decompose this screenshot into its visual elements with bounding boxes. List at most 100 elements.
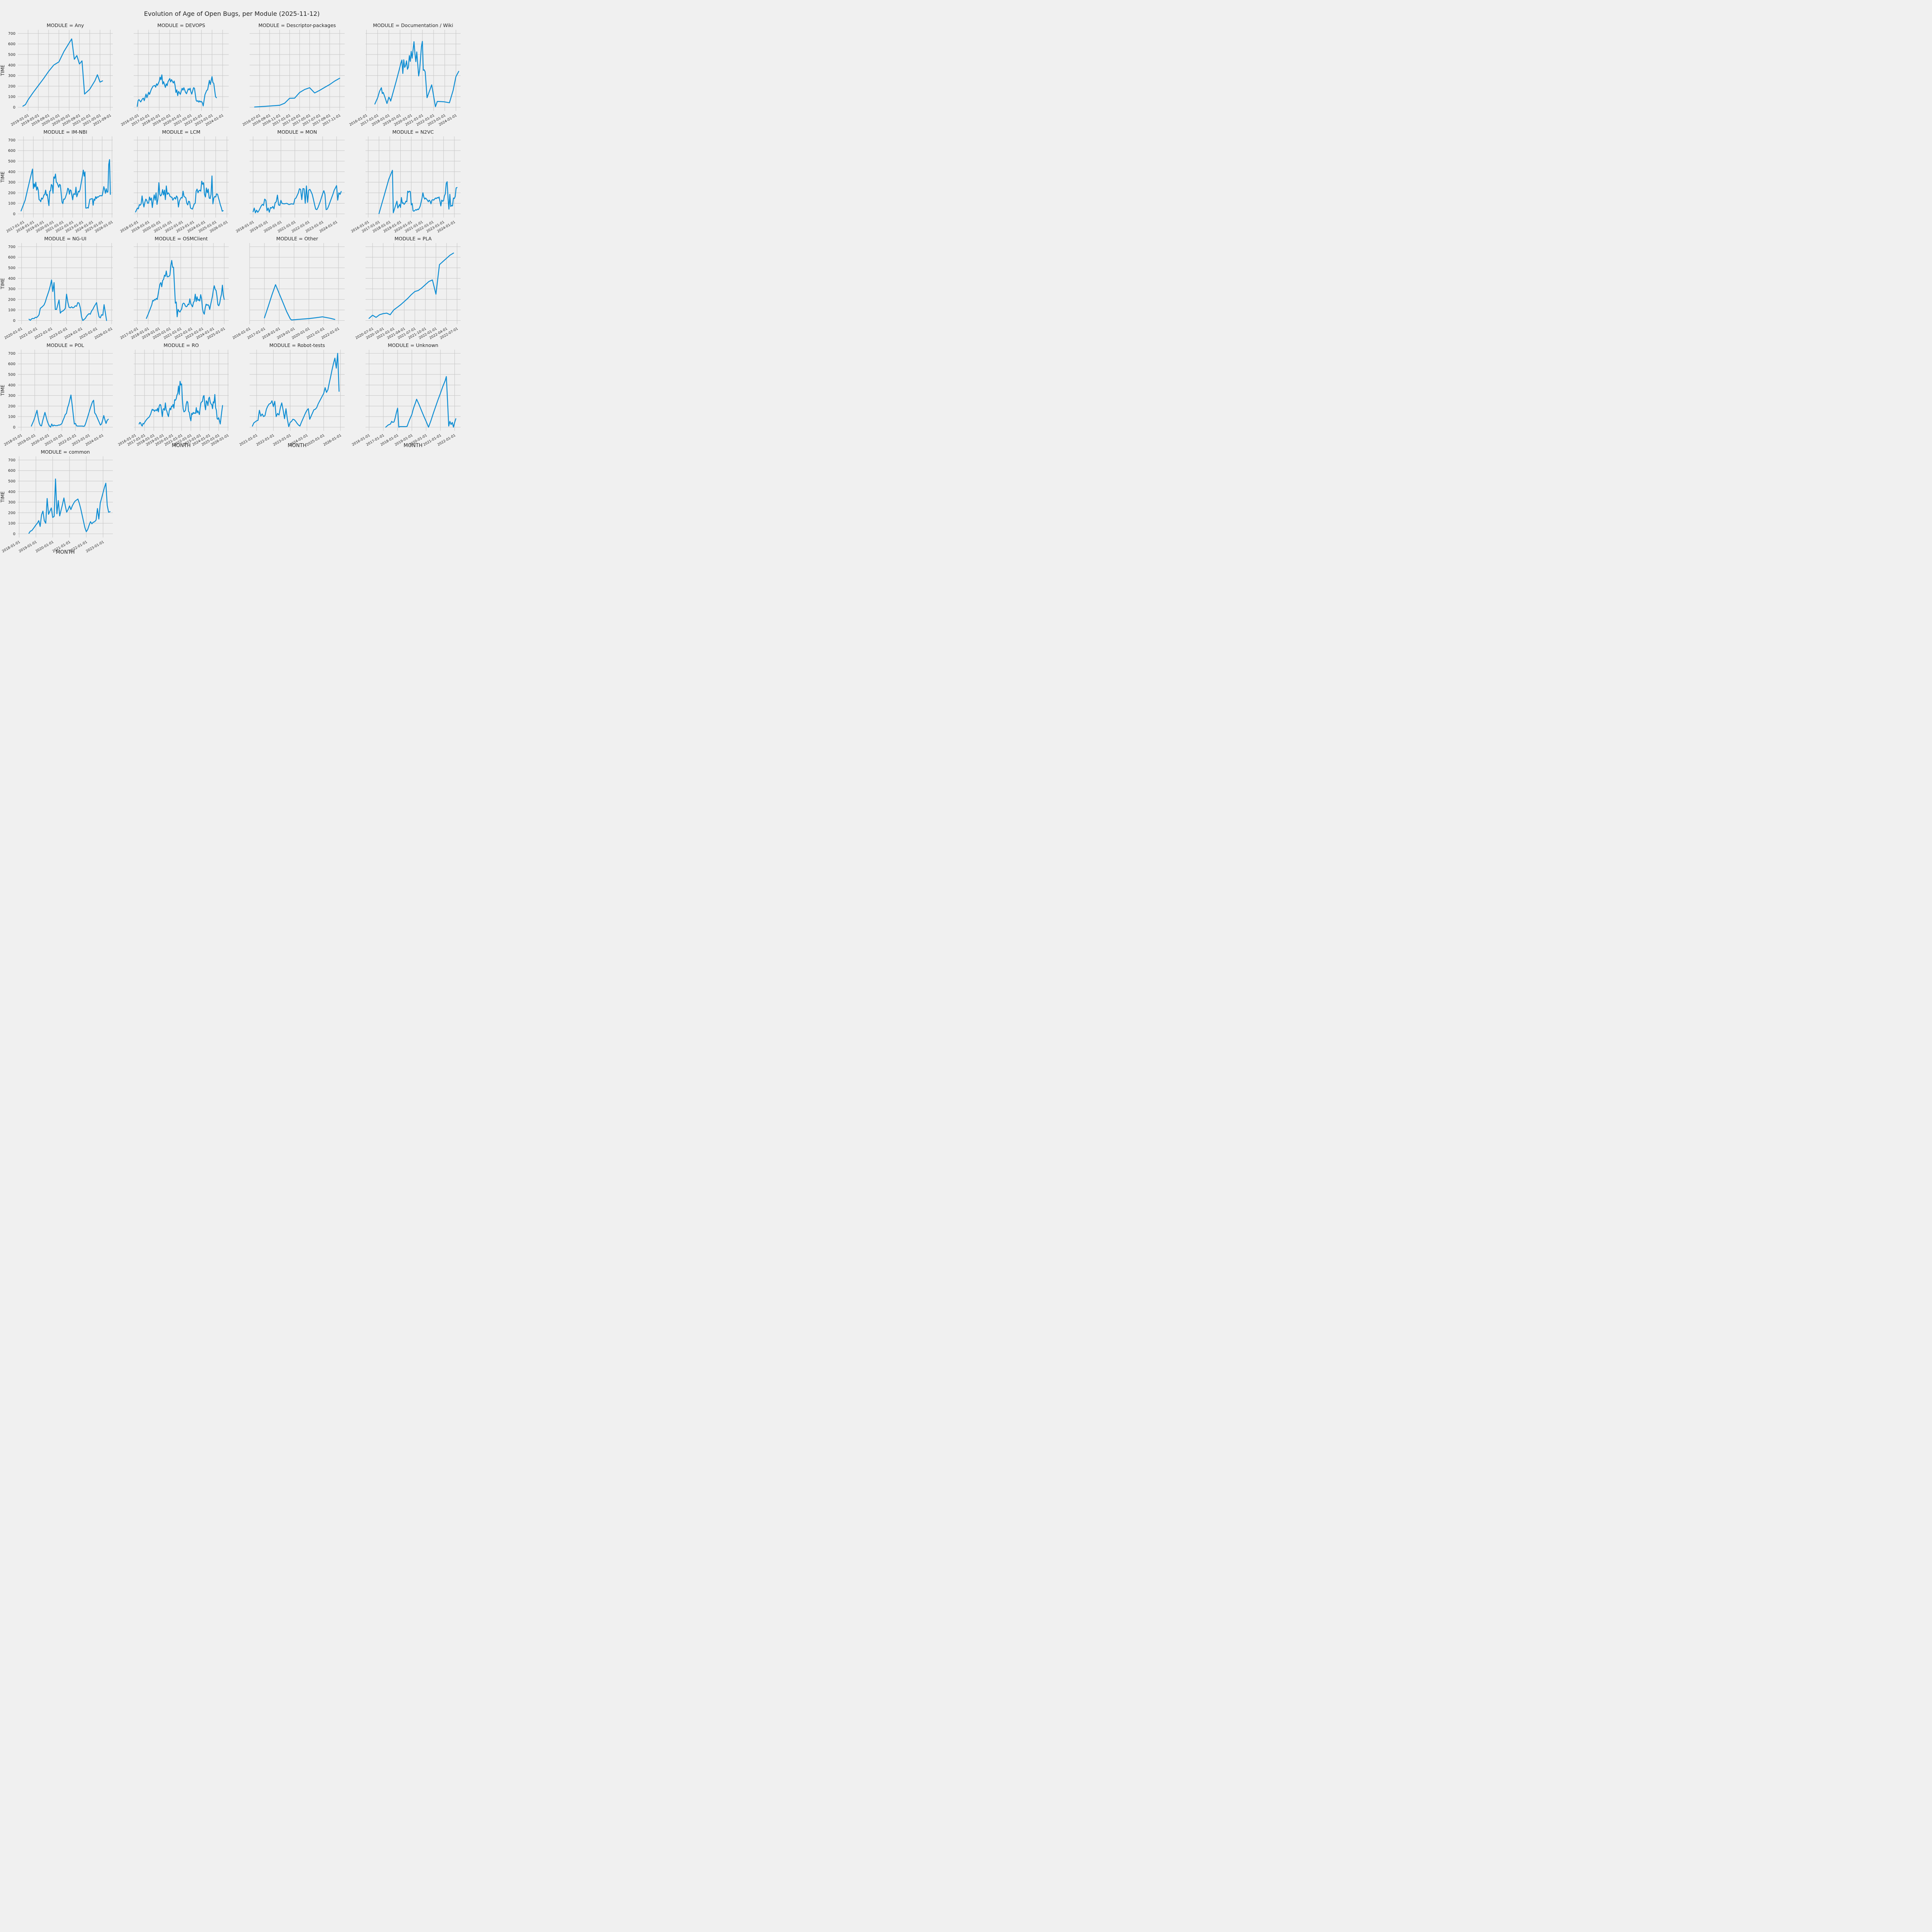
subplot-svg: 2016-01-012017-01-012018-01-012019-01-01… [350,129,461,234]
y-tick-label: 400 [8,63,15,68]
subplot-documentation-wiki: 2016-01-01 2017-01-01 2018-01-01 2019-01-01… [348,22,464,129]
subplot-svg: 2016-01-012017-01-012018-01-012019-01-01… [117,342,230,449]
y-tick-label: 200 [8,191,15,195]
subplot-title: MODULE = N2VC [392,129,434,135]
subplot-svg: 01002003004005006007002020-01-012021-01-… [0,236,113,340]
y-tick-label: 700 [8,32,15,36]
figure: Evolution of Age of Open Bugs, per Modul… [0,0,464,580]
subplot-title: MODULE = NG-UI [44,236,86,242]
series-line [136,74,217,107]
y-tick-label: 300 [8,180,15,185]
y-tick-label: 0 [13,319,15,323]
series-line [31,395,109,428]
y-tick-label: 500 [8,373,15,377]
subplot-pla: 2020-07-01 2020-10-01 2021-01-01 2021-04-01… [348,235,464,342]
y-tick-label: 100 [8,522,15,526]
y-tick-label: 400 [8,277,15,281]
subplot-title: MODULE = Unknown [388,342,439,348]
x-tick-label: 2026-01-01 [323,434,342,447]
x-tick-label: 2019-01-01 [18,540,37,554]
y-tick-label: 500 [8,266,15,270]
subplot-svg: 01002003004005006007002017-01-012018-01-… [0,129,114,234]
y-tick-label: 200 [8,84,15,88]
y-axis-label: TIME [0,278,5,290]
y-tick-label: 300 [8,287,15,291]
y-tick-label: 600 [8,255,15,260]
x-axis-label: MONTH [404,443,423,449]
series-line [254,78,340,108]
y-tick-label: 200 [8,511,15,515]
y-tick-label: 200 [8,404,15,408]
subplot-unknown: 2016-01-01 2017-01-01 2018-01-01 2019-01-01… [348,342,464,449]
subplot-svg: 2016-01-012017-01-012018-01-012019-01-01… [121,22,229,127]
subplot-osmclient: 2017-01-01 2018-01-01 2019-01-01 2020-01-01… [116,235,232,342]
y-tick-label: 700 [8,245,15,249]
subplot-title: MODULE = Any [47,22,84,28]
subplot-title: MODULE = Robot-tests [269,342,325,348]
subplot-im-nbi: 0 100 200 300 400 500 600 700 2017-01-01 2018-01-… [0,129,116,235]
y-tick-label: 300 [8,74,15,78]
subplot-other: 2016-01-01 2017-01-01 2018-01-01 2019-01-01… [232,235,348,342]
y-tick-label: 0 [13,212,15,216]
subplot-title: MODULE = RO [163,342,199,348]
y-axis-label: TIME [0,172,5,183]
series-line [28,279,107,321]
series-line [28,478,111,534]
subplot-svg: 2021-01-012022-01-012023-01-012024-01-01… [239,342,345,449]
x-axis-label: MONTH [288,443,307,449]
y-tick-label: 0 [13,532,15,536]
x-tick-label: 2023-01-01 [85,540,105,554]
y-axis-label: TIME [0,385,5,396]
subplot-title: MODULE = Other [276,236,318,242]
y-tick-label: 100 [8,415,15,419]
y-tick-label: 500 [8,160,15,164]
facet-grid: 0 100 200 300 400 500 600 700 2019-01-01 2019-05-… [0,17,464,555]
y-tick-label: 400 [8,383,15,388]
subplot-n2vc: 2016-01-01 2017-01-01 2018-01-01 2019-01-01… [348,129,464,235]
x-tick-label: 2025-01-01 [306,434,325,447]
subplot-svg: 2018-01-012019-01-012020-01-012021-01-01… [235,129,345,234]
y-tick-label: 500 [8,53,15,57]
subplot-any: 0 100 200 300 400 500 600 700 2019-01-01 2019-05-… [0,22,116,129]
y-tick-label: 600 [8,42,15,46]
x-tick-label: 2020-01-01 [35,540,54,554]
subplot-svg: 01002003004005006007002019-01-012019-05-… [0,22,113,127]
y-tick-label: 0 [13,425,15,430]
subplot-devops: 2016-01-01 2017-01-01 2018-01-01 2019-01-01… [116,22,232,129]
subplot-svg: 2016-01-012017-01-012018-01-012019-01-01… [232,236,345,340]
subplot-title: MODULE = IM-NBI [43,129,87,135]
y-tick-label: 400 [8,490,15,494]
series-line [135,175,224,213]
y-tick-label: 500 [8,480,15,484]
y-tick-label: 200 [8,298,15,302]
subplot-ro: 2016-01-01 2017-01-01 2018-01-01 2019-01-01… [116,342,232,449]
series-line [378,170,457,214]
series-line [385,376,456,428]
y-tick-label: 0 [13,105,15,110]
y-tick-label: 600 [8,149,15,153]
subplot-svg: 2016-01-012017-01-012018-01-012019-01-01… [349,22,461,127]
series-line [138,381,223,427]
subplot-mon: 2018-01-01 2019-01-01 2020-01-01 2021-01-01… [232,129,348,235]
x-axis-label: MONTH [172,443,191,449]
series-line [368,252,454,319]
y-tick-label: 700 [8,352,15,356]
subplot-ng-ui: 0 100 200 300 400 500 600 700 2020-01-01 2021-01-… [0,235,116,342]
subplot-svg: 2020-07-012020-10-012021-01-012021-04-01… [355,236,461,340]
y-tick-label: 600 [8,362,15,366]
x-tick-label: 2021-01-01 [239,434,258,447]
subplot-lcm: 2018-01-01 2019-01-01 2020-01-01 2021-01-01… [116,129,232,235]
y-tick-label: 100 [8,308,15,313]
subplot-title: MODULE = MON [277,129,317,135]
series-line [264,284,335,321]
y-tick-label: 300 [8,394,15,398]
x-tick-label: 2018-01-01 [2,540,21,554]
y-tick-label: 100 [8,95,15,99]
subplot-common: 0 100 200 300 400 500 600 700 2018-01-01 2019-01-… [0,449,116,555]
subplot-svg: 01002003004005006007002018-01-012019-01-… [0,342,113,447]
y-axis-label: TIME [0,492,5,503]
figure-title: Evolution of Age of Open Bugs, per Modul… [144,10,320,17]
y-tick-label: 300 [8,500,15,505]
y-tick-label: 400 [8,170,15,174]
subplot-svg: 2018-01-012019-01-012020-01-012021-01-01… [120,129,229,234]
